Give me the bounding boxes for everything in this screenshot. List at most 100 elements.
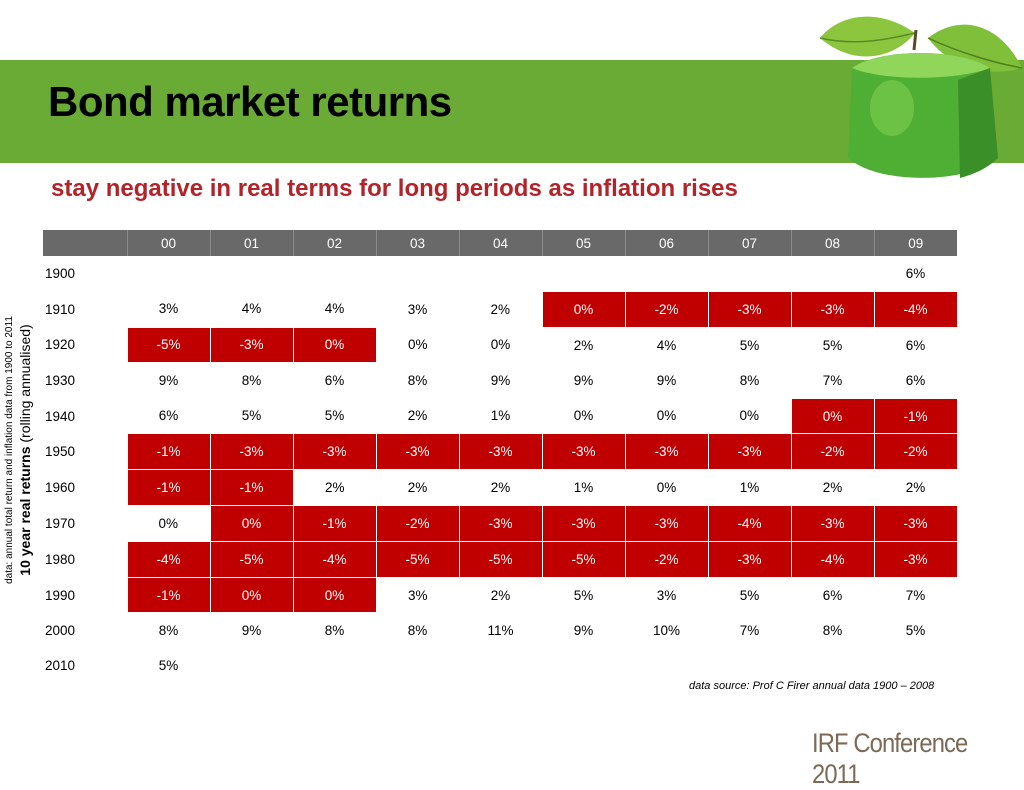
- return-cell: -3%: [209, 326, 294, 364]
- decade-label: 2000: [45, 623, 76, 639]
- decade-label: 1910: [45, 301, 76, 317]
- return-cell: 6%: [324, 373, 345, 389]
- return-cell: [791, 256, 874, 291]
- return-cell: -3%: [873, 505, 958, 542]
- return-cell: -3%: [375, 433, 460, 471]
- return-cell: 2%: [407, 408, 428, 424]
- return-cell: -3%: [624, 433, 709, 471]
- return-cell: 0%: [656, 408, 677, 424]
- return-cell: 3%: [407, 587, 428, 603]
- return-cell: 3%: [158, 301, 179, 317]
- return-cell: -5%: [458, 540, 543, 578]
- return-cell: -5%: [209, 540, 294, 578]
- return-cell: 4%: [656, 337, 677, 353]
- return-cell: [210, 256, 293, 291]
- return-cell: [127, 256, 210, 291]
- decade-label: 1950: [45, 444, 76, 460]
- returns-label-bold: 10 year real returns: [17, 446, 33, 576]
- return-cell: 2%: [490, 480, 511, 496]
- decade-label: 1980: [45, 551, 76, 567]
- return-cell: -1%: [126, 576, 211, 614]
- decade-label: 2010: [45, 658, 76, 674]
- return-cell: -4%: [790, 540, 875, 578]
- return-cell: -4%: [707, 505, 792, 542]
- return-cell: 2%: [407, 480, 428, 496]
- return-cell: 2%: [905, 480, 926, 496]
- return-cell: 5%: [573, 587, 594, 603]
- green-cube-apple-icon: [819, 16, 1023, 178]
- decade-label: 1970: [45, 515, 76, 531]
- table-row: 1940 6% 5% 5% 2% 1% 0% 0% 0% 0% -1%: [43, 397, 958, 435]
- return-cell: 5%: [905, 623, 926, 639]
- return-cell: [293, 648, 376, 683]
- return-cell: -2%: [375, 505, 460, 542]
- return-cell: 5%: [241, 408, 262, 424]
- return-cell: [459, 256, 542, 291]
- return-cell: [625, 256, 708, 291]
- return-cell: 8%: [241, 373, 262, 389]
- return-cell: -3%: [790, 290, 875, 328]
- table-row: 2010 5%: [43, 648, 957, 683]
- return-cell: -5%: [375, 540, 460, 578]
- return-cell: -4%: [126, 540, 211, 578]
- return-cell: 8%: [158, 623, 179, 639]
- header-year-cell: 06: [625, 230, 709, 256]
- return-cell: -3%: [707, 433, 792, 471]
- return-cell: 5%: [739, 587, 760, 603]
- return-cell: 0%: [292, 576, 377, 614]
- return-cell: [376, 648, 459, 683]
- header-year-cell: 04: [459, 230, 543, 256]
- return-cell: 0%: [790, 397, 875, 435]
- table-row: 1920 -5% -3% 0% 0% 0% 2% 4% 5% 5% 6%: [43, 326, 957, 364]
- return-cell: 4%: [241, 301, 262, 317]
- return-cell: [210, 648, 293, 683]
- slide-subtitle: stay negative in real terms for long per…: [51, 175, 738, 202]
- return-cell: 2%: [573, 337, 594, 353]
- return-cell: 6%: [822, 587, 843, 603]
- return-cell: -1%: [292, 505, 377, 542]
- table-row: 1950 -1% -3% -3% -3% -3% -3% -3% -3% -2% -2%: [43, 433, 958, 471]
- header-year-cell: 09: [874, 230, 957, 256]
- returns-label-rest: (rolling annualised): [17, 324, 33, 443]
- return-cell: -4%: [292, 540, 377, 578]
- return-cell: 0%: [158, 515, 178, 531]
- decade-label: 1940: [45, 408, 76, 424]
- return-cell: -3%: [790, 505, 875, 542]
- table-row: 1980 -4% -5% -4% -5% -5% -5% -2% -3% -4% -3%: [43, 540, 958, 578]
- return-cell: 6%: [905, 337, 926, 353]
- decade-label: 1960: [45, 480, 76, 496]
- return-cell: 4%: [324, 301, 345, 317]
- return-cell: 6%: [158, 408, 179, 424]
- return-cell: [708, 648, 791, 683]
- return-cell: 0%: [209, 505, 294, 542]
- return-cell: -3%: [458, 505, 543, 542]
- return-cell: 2%: [490, 587, 511, 603]
- return-cell: 9%: [158, 373, 179, 389]
- data-note: data: annual total return and inflation …: [4, 316, 15, 584]
- return-cell: [542, 648, 625, 683]
- return-cell: 3%: [656, 587, 677, 603]
- return-cell: 1%: [573, 480, 594, 496]
- return-cell: 0%: [656, 480, 677, 496]
- table-row: 2000 8% 9% 8% 8% 11% 9% 10% 7% 8% 5%: [43, 613, 957, 648]
- return-cell: 1%: [490, 408, 511, 424]
- header-year-cell: 01: [210, 230, 294, 256]
- header-year-cell: 08: [791, 230, 875, 256]
- header-year-cell: 02: [293, 230, 377, 256]
- return-cell: 8%: [324, 623, 345, 639]
- return-cell: [376, 256, 459, 291]
- vertical-axis-label: data: annual total return and inflation …: [4, 280, 40, 620]
- return-cell: -2%: [790, 433, 875, 471]
- return-cell: [293, 256, 376, 291]
- return-cell: [874, 648, 957, 683]
- return-cell: -2%: [624, 290, 709, 328]
- return-cell: 9%: [573, 623, 594, 639]
- return-cell: 8%: [407, 623, 428, 639]
- return-cell: 5%: [324, 408, 345, 424]
- return-cell: 8%: [822, 623, 843, 639]
- table-row: 1910 3% 4% 4% 3% 2% 0% -2% -3% -3% -4%: [43, 290, 958, 328]
- real-returns-table: 00 01 02 03 04 05 06 07 08 09 1900 6% 1910 3% 4% 4% 3% 2…: [43, 230, 958, 683]
- return-cell: 7%: [905, 587, 926, 603]
- return-cell: -4%: [873, 290, 958, 328]
- return-cell: 9%: [490, 373, 511, 389]
